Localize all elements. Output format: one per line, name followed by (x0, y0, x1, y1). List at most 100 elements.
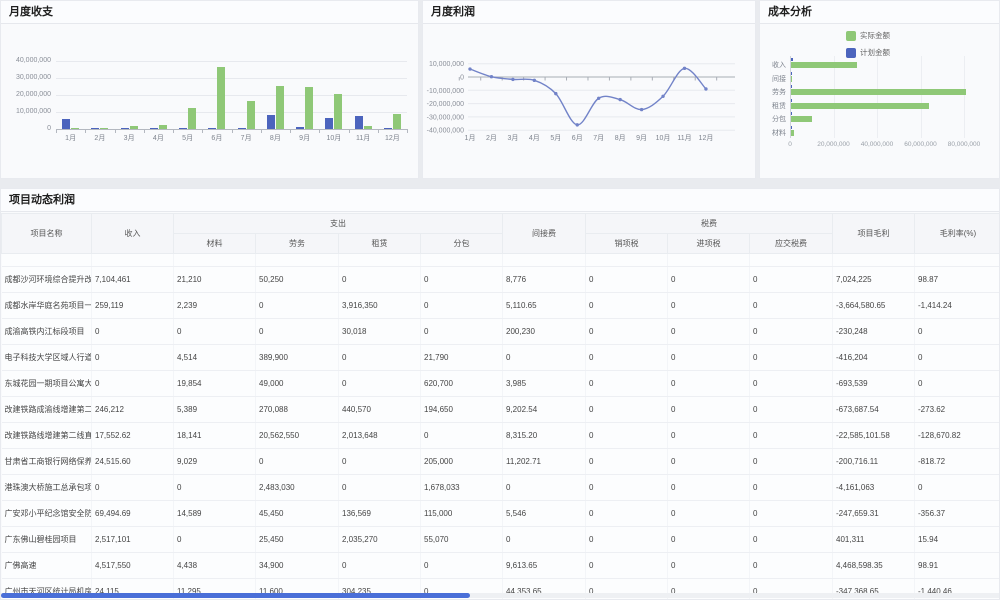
gridline (56, 61, 407, 62)
bar-green (246, 101, 255, 129)
cost-analysis-legend: 实际金额 计划金额 (846, 30, 890, 64)
bar-green (275, 86, 284, 129)
axis-tick (319, 129, 321, 133)
horizontal-scrollbar[interactable] (1, 593, 999, 598)
value-cell: 2,517,101 (91, 526, 174, 553)
value-cell: 0 (255, 292, 339, 319)
column-header-input-tax: 进项税 (667, 233, 750, 254)
table-row[interactable]: 广东佛山碧桂园项目 2,517,101 0 25,450 2,035,270 55,070… (1, 526, 999, 553)
column-header-project-name: 项目名称 (1, 213, 92, 254)
column-header-labor: 劳务 (255, 233, 339, 254)
value-cell: 8,315.20 (502, 422, 586, 449)
axis-tick (290, 129, 291, 133)
x-axis-label: 10月 (656, 134, 671, 142)
value-cell: 0 (667, 448, 750, 475)
table-row[interactable]: 改建铁路成渝线增建第二直通线（一246,2125,389270,088440,5… (1, 396, 999, 423)
table-row[interactable] (1, 253, 999, 267)
value-cell: -416,204 (832, 344, 915, 371)
bar-actual (791, 75, 792, 82)
value-cell: -200,716.11 (832, 448, 915, 475)
value-cell: 0 (585, 500, 668, 527)
value-cell: 205,000 (420, 448, 503, 475)
panel-project-dynamic-profit: 项目动态利润 项目名称 收入 支出 间接费 税费 项目毛利 毛利率 (0, 188, 1000, 600)
value-cell: 0 (502, 344, 586, 371)
value-cell (338, 253, 421, 267)
project-name-cell: 改建铁路线增建第二线直通线（成都 (1, 422, 92, 449)
monthly-profit-chart-area: 10,000,000 0 -10,000,000 -20,000,000 -30,000… (423, 24, 755, 178)
y-axis-line (790, 56, 791, 138)
project-profit-table-wrap: 项目名称 收入 支出 间接费 税费 项目毛利 毛利率(%) 材料 劳务 租赁 分… (1, 213, 999, 599)
value-cell: -4,161,063 (832, 474, 915, 501)
value-cell: 25,450 (255, 526, 339, 553)
y-axis-label: 20,000,000 (15, 91, 51, 98)
project-name-cell: 成渝高铁内江标段项目 (1, 318, 92, 345)
bar-actual (791, 89, 966, 95)
value-cell: 0 (914, 474, 999, 501)
value-cell: 4,514 (173, 344, 256, 371)
project-name-cell (1, 253, 92, 267)
x-axis-label: 3月 (123, 135, 135, 142)
planned-amount-swatch (846, 47, 856, 58)
value-cell: -273.62 (914, 396, 999, 423)
table-row[interactable]: 甘肃省工商银行网络保养项目24,515.609,02900205,00011,2… (1, 448, 999, 475)
table-row[interactable]: 成渝高铁内江标段项目 0 0 0 30,018 0 200,230 0 0 0 -230,248 0 (1, 318, 999, 345)
value-cell: -22,585,101.58 (832, 422, 915, 449)
value-cell: 15.94 (914, 526, 999, 553)
panel-title-monthly-profit: 月度利润 (423, 1, 755, 24)
value-cell: 246,212 (91, 396, 174, 423)
table-row[interactable]: 广佛高速 4,517,550 4,438 34,900 0 0 9,613.65 0 0 0 4,4… (1, 552, 999, 579)
bar-blue (120, 128, 129, 129)
value-cell: -673,687.54 (832, 396, 915, 423)
legend-item-planned-amount[interactable]: 计划金额 (846, 47, 890, 58)
value-cell: 0 (585, 448, 668, 475)
value-cell: 3,985 (502, 370, 586, 397)
x-axis-label: 7月 (240, 135, 252, 142)
table-row[interactable]: 广安邓小平纪念馆安全防范系统维护69,494.6914,58945,450136… (1, 500, 999, 527)
bar-actual (791, 129, 794, 136)
value-cell: 0 (749, 526, 833, 553)
table-row[interactable]: 成都水岸华庭名苑项目一标段259,1192,23903,916,35005,11… (1, 292, 999, 319)
x-axis-label: 10月 (326, 135, 342, 142)
project-name-cell: 东城花园一期项目公寓大堂 装饰工程 (1, 370, 92, 397)
project-name-cell: 电子科技大学区域人行道及非机动车道 (1, 344, 92, 371)
table-row[interactable]: 改建铁路线增建第二线直通线（成都17,552.6218,14120,562,55… (1, 422, 999, 449)
bar-green (392, 114, 401, 129)
value-cell: 0 (667, 344, 750, 371)
panel-title-project-dynamic-profit: 项目动态利润 (1, 189, 999, 212)
axis-tick (114, 129, 116, 133)
table-row[interactable]: 港珠澳大桥施工总承包项目 0 0 2,483,030 0 1,678,033 0 0 0 0 -4,… (1, 474, 999, 501)
table-row[interactable]: 成都沙河环境综合提升改造运河护岸工程7,104,46121,21050,2500… (1, 266, 999, 293)
x-axis-label: 20,000,000 (817, 141, 850, 148)
column-header-rental: 租赁 (338, 233, 421, 254)
table-row[interactable]: 东城花园一期项目公寓大堂 装饰工程019,85449,0000620,7003,… (1, 370, 999, 397)
table-row[interactable]: 电子科技大学区域人行道及非机动车道04,514389,900021,790000… (1, 344, 999, 371)
value-cell: 0 (173, 318, 256, 345)
axis-tick (202, 129, 204, 133)
scrollbar-thumb[interactable] (1, 593, 471, 598)
x-axis-label: 6月 (211, 135, 223, 142)
value-cell: 115,000 (420, 500, 503, 527)
legend-item-actual-amount[interactable]: 实际金额 (846, 30, 890, 41)
data-point (618, 97, 622, 102)
y-axis-label: -40,000,000 (427, 128, 464, 135)
gridline (56, 95, 407, 96)
value-cell: 0 (667, 422, 750, 449)
value-cell: 0 (338, 344, 421, 371)
monthly-profit-line-chart: 10,000,000 0 -10,000,000 -20,000,000 -30,000… (427, 61, 735, 142)
profit-line (469, 67, 707, 126)
value-cell: 0 (667, 526, 750, 553)
value-cell: 259,119 (91, 292, 174, 319)
x-axis-label: 6月 (572, 134, 583, 142)
project-name-cell: 广佛高速 (1, 552, 92, 579)
axis-tick (173, 129, 174, 133)
value-cell: 45,450 (255, 500, 339, 527)
project-name-cell: 成都水岸华庭名苑项目一标段 (1, 292, 92, 319)
y-axis-label: -30,000,000 (427, 114, 464, 121)
value-cell: 0 (585, 552, 668, 579)
value-cell: 0 (667, 552, 750, 579)
x-axis-label: 1月 (465, 134, 476, 142)
legend-label-planned-amount: 计划金额 (860, 48, 890, 57)
value-cell: 0 (585, 292, 668, 319)
value-cell: 2,035,270 (338, 526, 421, 553)
